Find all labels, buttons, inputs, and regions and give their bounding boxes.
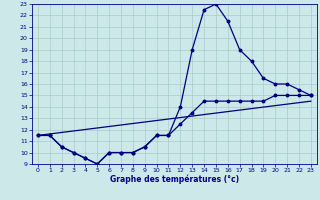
X-axis label: Graphe des températures (°c): Graphe des températures (°c) [110, 175, 239, 184]
